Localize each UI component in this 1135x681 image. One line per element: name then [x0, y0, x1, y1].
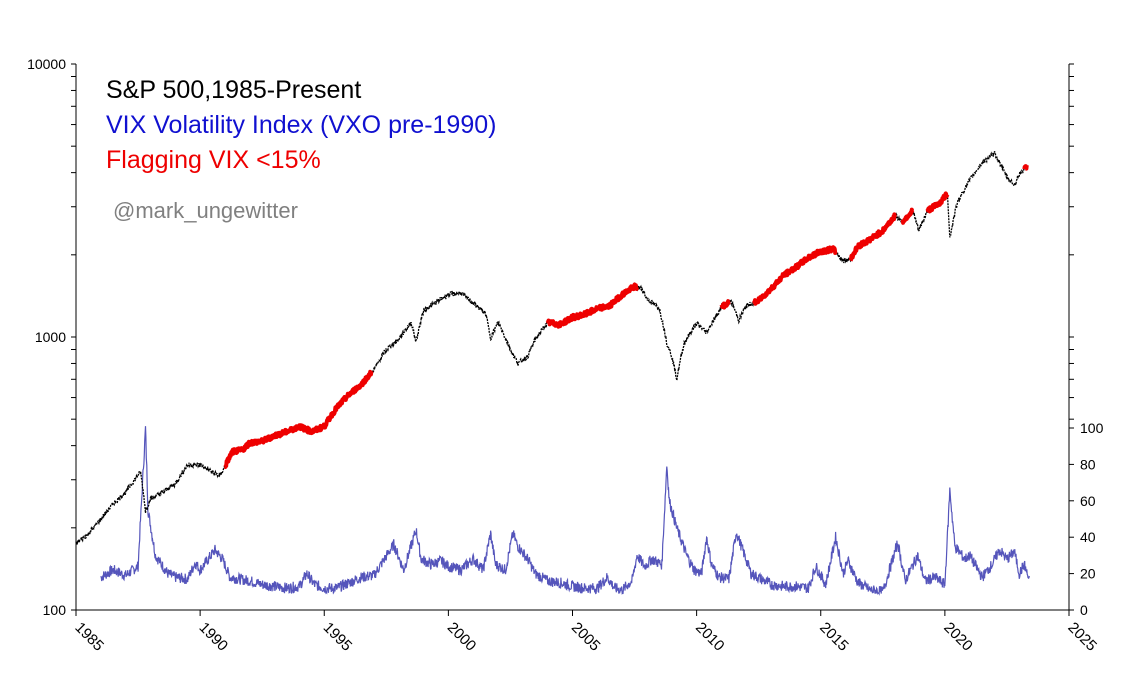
x-tick-label: 1995 [320, 619, 356, 655]
flagged-segment [752, 245, 838, 306]
right-tick-label: 80 [1080, 456, 1096, 472]
title-spx: S&P 500,1985-Present [106, 76, 361, 104]
right-tick-label: 20 [1080, 566, 1096, 582]
left-tick-label: 1000 [35, 329, 66, 345]
right-tick-label: 0 [1080, 602, 1088, 618]
legend-text-group: S&P 500,1985-Present VIX Volatility Inde… [106, 76, 496, 223]
vix-series-line [100, 426, 1030, 596]
flagged-segment [900, 207, 915, 225]
flagged-segment [925, 191, 950, 214]
title-flag: Flagging VIX <15% [106, 146, 321, 174]
flagged-segment [330, 369, 374, 419]
x-tick-label: 1990 [195, 619, 231, 655]
left-tick-label: 10000 [27, 56, 66, 72]
flagged-segment [223, 439, 252, 469]
x-tick-label: 2015 [816, 619, 852, 655]
watermark: @mark_ungewitter [113, 198, 298, 223]
right-tick-label: 100 [1080, 420, 1104, 436]
flagged-segment [848, 212, 897, 262]
x-tick-label: 2000 [444, 619, 480, 655]
flagged-segment [545, 282, 639, 329]
x-tick-label: 2020 [940, 619, 976, 655]
x-tick-label: 1985 [71, 619, 107, 655]
left-tick-label: 100 [43, 602, 67, 618]
plot-group [75, 151, 1030, 596]
right-tick-label: 60 [1080, 493, 1096, 509]
x-tick-label: 2010 [692, 619, 728, 655]
x-tick-label: 2025 [1064, 619, 1100, 655]
flagged-segment [719, 299, 731, 310]
flagged-segment [1022, 164, 1029, 171]
x-tick-label: 2005 [568, 619, 604, 655]
flagged-segment [247, 411, 334, 447]
right-tick-label: 40 [1080, 529, 1096, 545]
title-vix: VIX Volatility Index (VXO pre-1990) [106, 111, 496, 139]
